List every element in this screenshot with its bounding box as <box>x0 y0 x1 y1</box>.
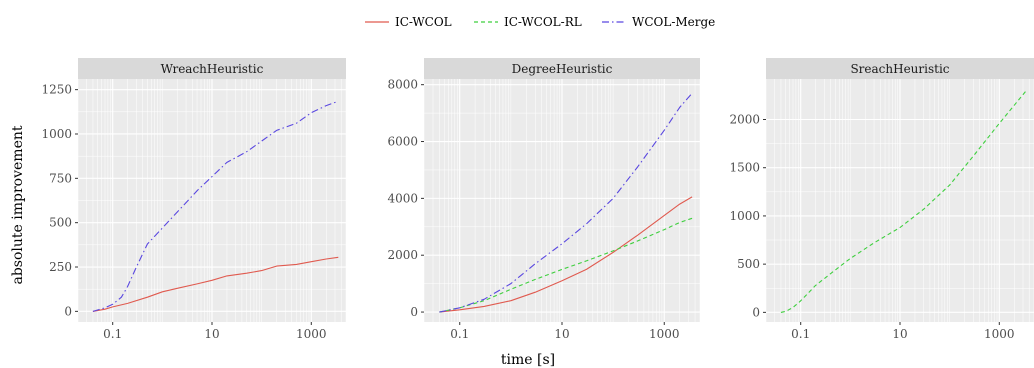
y-tick-label: 0 <box>752 305 760 319</box>
series-line-ic-wcol <box>92 256 339 312</box>
x-tick-label: 0.1 <box>450 327 469 341</box>
y-tick-label: 4000 <box>387 191 418 205</box>
y-tick-label: 1000 <box>729 209 760 223</box>
y-tick-label: 750 <box>49 171 72 185</box>
y-tick-label: 2000 <box>729 113 760 127</box>
panel-1: DegreeHeuristic 0 2000 4000 6000 8000 0.1 10 100… <box>387 58 701 341</box>
y-tick-label: 1500 <box>729 161 760 175</box>
panel-0: WreachHeuristic 0 250 500 750 1000 1250 0.1 10 10… <box>41 58 347 341</box>
y-tick-label: 250 <box>49 260 72 274</box>
x-tick-label: 1000 <box>984 327 1015 341</box>
y-tick-label: 0 <box>410 305 418 319</box>
y-tick-label: 500 <box>737 257 760 271</box>
series-line-ic-wcol-rl <box>780 90 1027 313</box>
y-tick-label: 1250 <box>41 83 72 97</box>
legend-label-1: IC-WCOL-RL <box>504 15 582 29</box>
x-tick-label: 10 <box>554 327 569 341</box>
x-tick-label: 0.1 <box>103 327 122 341</box>
legend-label-0: IC-WCOL <box>395 15 452 29</box>
x-tick-label: 10 <box>892 327 907 341</box>
x-axis-title: time [s] <box>501 352 555 368</box>
legend: IC-WCOL IC-WCOL-RL WCOL-Merge <box>365 15 715 29</box>
x-tick-label: 1000 <box>296 327 327 341</box>
y-tick-label: 6000 <box>387 135 418 149</box>
y-tick-label: 2000 <box>387 248 418 262</box>
panel-strip-0 <box>78 58 346 79</box>
series-line-ic-wcol <box>439 196 693 313</box>
panel-strip-label-1: DegreeHeuristic <box>512 62 613 76</box>
x-tick-label: 1000 <box>649 327 680 341</box>
panel-strip-2 <box>766 58 1034 79</box>
y-tick-label: 8000 <box>387 78 418 92</box>
x-tick-label: 10 <box>204 327 219 341</box>
panel-strip-label-2: SreachHeuristic <box>850 62 949 76</box>
panel-strip-1 <box>424 58 700 79</box>
series-line-wcol-merge <box>439 92 693 313</box>
panel-strip-label-0: WreachHeuristic <box>161 62 264 76</box>
series-line-wcol-merge <box>92 100 339 312</box>
series-line-ic-wcol-rl <box>439 217 693 313</box>
y-tick-label: 500 <box>49 216 72 230</box>
y-tick-label: 1000 <box>41 127 72 141</box>
x-tick-label: 0.1 <box>791 327 810 341</box>
y-tick-label: 0 <box>64 304 72 318</box>
legend-label-2: WCOL-Merge <box>632 15 715 29</box>
y-axis-title: absolute improvement <box>10 125 26 284</box>
panel-2: SreachHeuristic 0 500 1000 1500 2000 0.1 10 1000 <box>729 58 1034 341</box>
